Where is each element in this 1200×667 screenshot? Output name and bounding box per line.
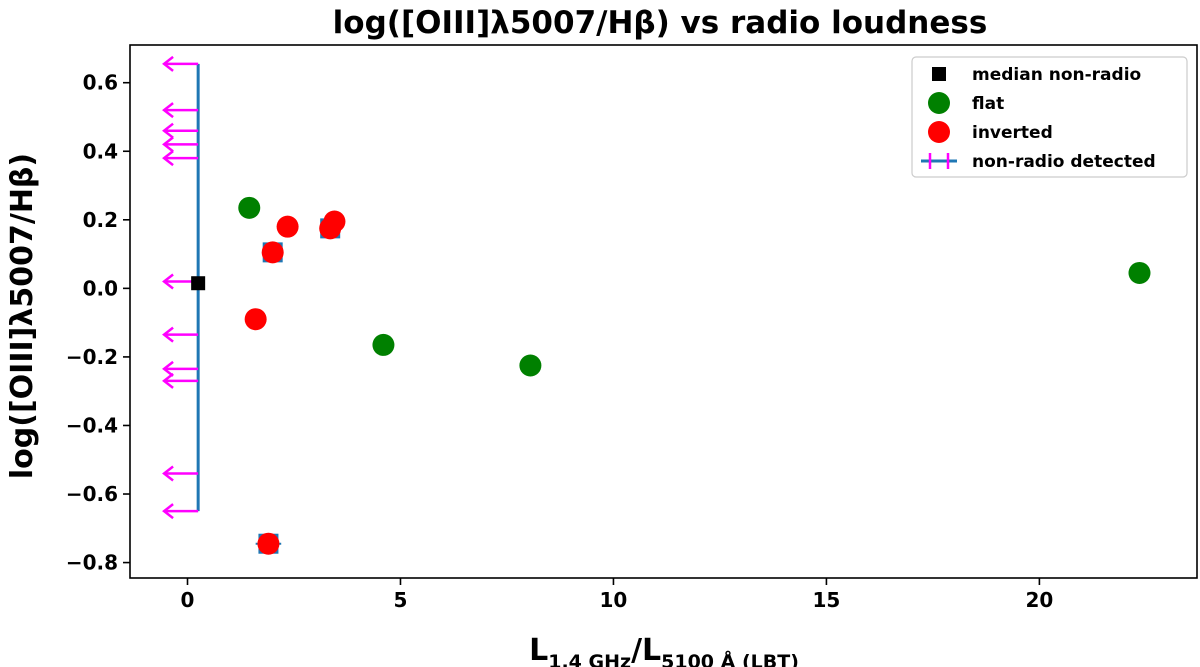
upper-limit-arrow-head: [162, 136, 174, 153]
y-axis: −0.8 −0.6 −0.4 −0.2 0.0 0.2 0.4 0.6: [66, 71, 130, 575]
x-tick-label: 0: [181, 588, 195, 612]
y-tick-label: −0.4: [66, 413, 118, 437]
y-tick-label: −0.8: [66, 551, 118, 575]
upper-limit-arrow-head: [162, 465, 174, 482]
x-label-suffix: (LBT): [735, 651, 799, 667]
legend: median non-radio flat inverted non-radio de…: [911, 56, 1188, 178]
upper-limit-arrow-head: [162, 102, 174, 119]
inverted-point: [276, 215, 299, 238]
x-tick-label: 15: [813, 588, 841, 612]
upper-limit-arrow-head: [162, 55, 174, 72]
flat-point: [1128, 261, 1151, 284]
inverted-point: [257, 532, 280, 555]
legend-label: flat: [972, 94, 1004, 114]
x-label-sub1: 1.4 GHz: [548, 651, 631, 667]
x-axis-label: L1.4 GHz/L5100 Å (LBT): [529, 633, 799, 667]
x-axis: 0 5 10 15 20: [181, 578, 1053, 612]
upper-limit-arrow-head: [162, 326, 174, 343]
y-tick-label: 0.6: [83, 71, 118, 95]
legend-label: non-radio detected: [972, 152, 1156, 172]
upper-limit-arrow-head: [162, 503, 174, 520]
flat-point: [238, 196, 261, 219]
upper-limit-arrow-head: [162, 122, 174, 139]
plot-frame: [129, 44, 1198, 579]
inverted-point: [244, 308, 267, 331]
legend-label: median non-radio: [972, 65, 1141, 85]
legend-marker-flat: [928, 92, 950, 114]
y-tick-label: 0.4: [83, 139, 118, 163]
inverted-point: [323, 210, 346, 233]
flat-point: [372, 333, 395, 356]
x-label-slash: /L: [631, 633, 661, 667]
legend-marker-inverted: [928, 121, 950, 143]
median-point: [191, 276, 206, 291]
upper-limit-arrow-head: [162, 360, 174, 377]
legend-label: inverted: [972, 123, 1053, 143]
x-tick-label: 20: [1025, 588, 1053, 612]
x-tick-label: 10: [600, 588, 628, 612]
x-label-main: L: [529, 633, 548, 667]
plot-area: [129, 44, 1198, 579]
y-axis-label: log([OIII]λ5007/Hβ): [5, 153, 40, 479]
y-tick-label: −0.2: [66, 345, 118, 369]
chart-title: log([OIII]λ5007/Hβ) vs radio loudness: [333, 5, 988, 41]
flat-point: [519, 354, 542, 377]
x-tick-label: 5: [394, 588, 408, 612]
y-tick-label: −0.6: [66, 482, 118, 506]
legend-marker-median: [932, 67, 946, 81]
upper-limit-arrow-head: [162, 372, 174, 389]
legend-box: [911, 56, 1188, 178]
upper-limit-arrow-head: [162, 150, 174, 167]
inverted-point: [261, 241, 284, 264]
y-tick-label: 0.2: [83, 208, 118, 232]
upper-limit-arrow-head: [162, 273, 174, 290]
y-tick-label: 0.0: [83, 276, 118, 300]
x-label-sub2: 5100 Å: [661, 649, 735, 667]
